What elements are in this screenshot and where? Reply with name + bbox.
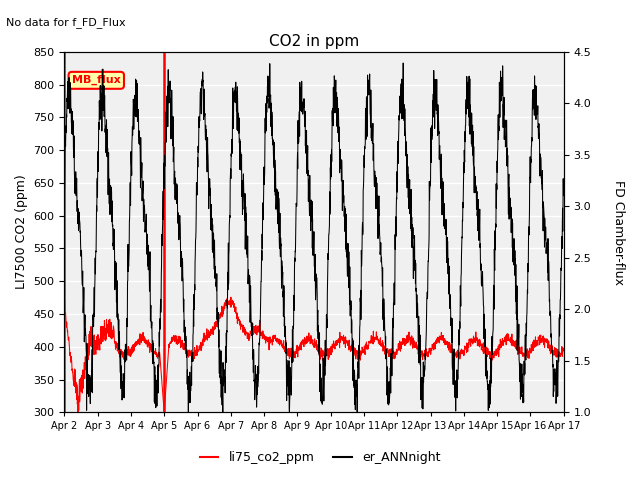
li75_co2_ppm xyxy=(200,333,208,339)
er_ANNnight xyxy=(61,192,68,198)
Text: No data for f_FD_Flux: No data for f_FD_Flux xyxy=(6,17,126,28)
er_ANNnight xyxy=(530,93,538,98)
er_ANNnight xyxy=(460,205,467,211)
li75_co2_ppm xyxy=(516,345,524,350)
li75_co2_ppm xyxy=(227,294,235,300)
li75_co2_ppm xyxy=(560,348,568,354)
li75_co2_ppm xyxy=(460,350,467,356)
li75_co2_ppm xyxy=(530,337,538,343)
Line: er_ANNnight: er_ANNnight xyxy=(65,63,564,412)
li75_co2_ppm xyxy=(328,343,336,348)
li75_co2_ppm xyxy=(339,334,347,339)
er_ANNnight xyxy=(399,60,407,66)
Text: MB_flux: MB_flux xyxy=(72,75,121,85)
er_ANNnight xyxy=(328,108,336,113)
Title: CO2 in ppm: CO2 in ppm xyxy=(269,34,359,49)
li75_co2_ppm xyxy=(61,305,68,311)
Line: li75_co2_ppm: li75_co2_ppm xyxy=(65,297,564,412)
er_ANNnight xyxy=(184,409,192,415)
er_ANNnight xyxy=(339,192,347,197)
er_ANNnight xyxy=(200,109,208,115)
er_ANNnight xyxy=(560,181,568,187)
Y-axis label: LI7500 CO2 (ppm): LI7500 CO2 (ppm) xyxy=(15,175,28,289)
li75_co2_ppm xyxy=(74,409,82,415)
Legend: li75_co2_ppm, er_ANNnight: li75_co2_ppm, er_ANNnight xyxy=(195,446,445,469)
er_ANNnight xyxy=(516,360,524,366)
Y-axis label: FD Chamber-flux: FD Chamber-flux xyxy=(612,180,625,285)
